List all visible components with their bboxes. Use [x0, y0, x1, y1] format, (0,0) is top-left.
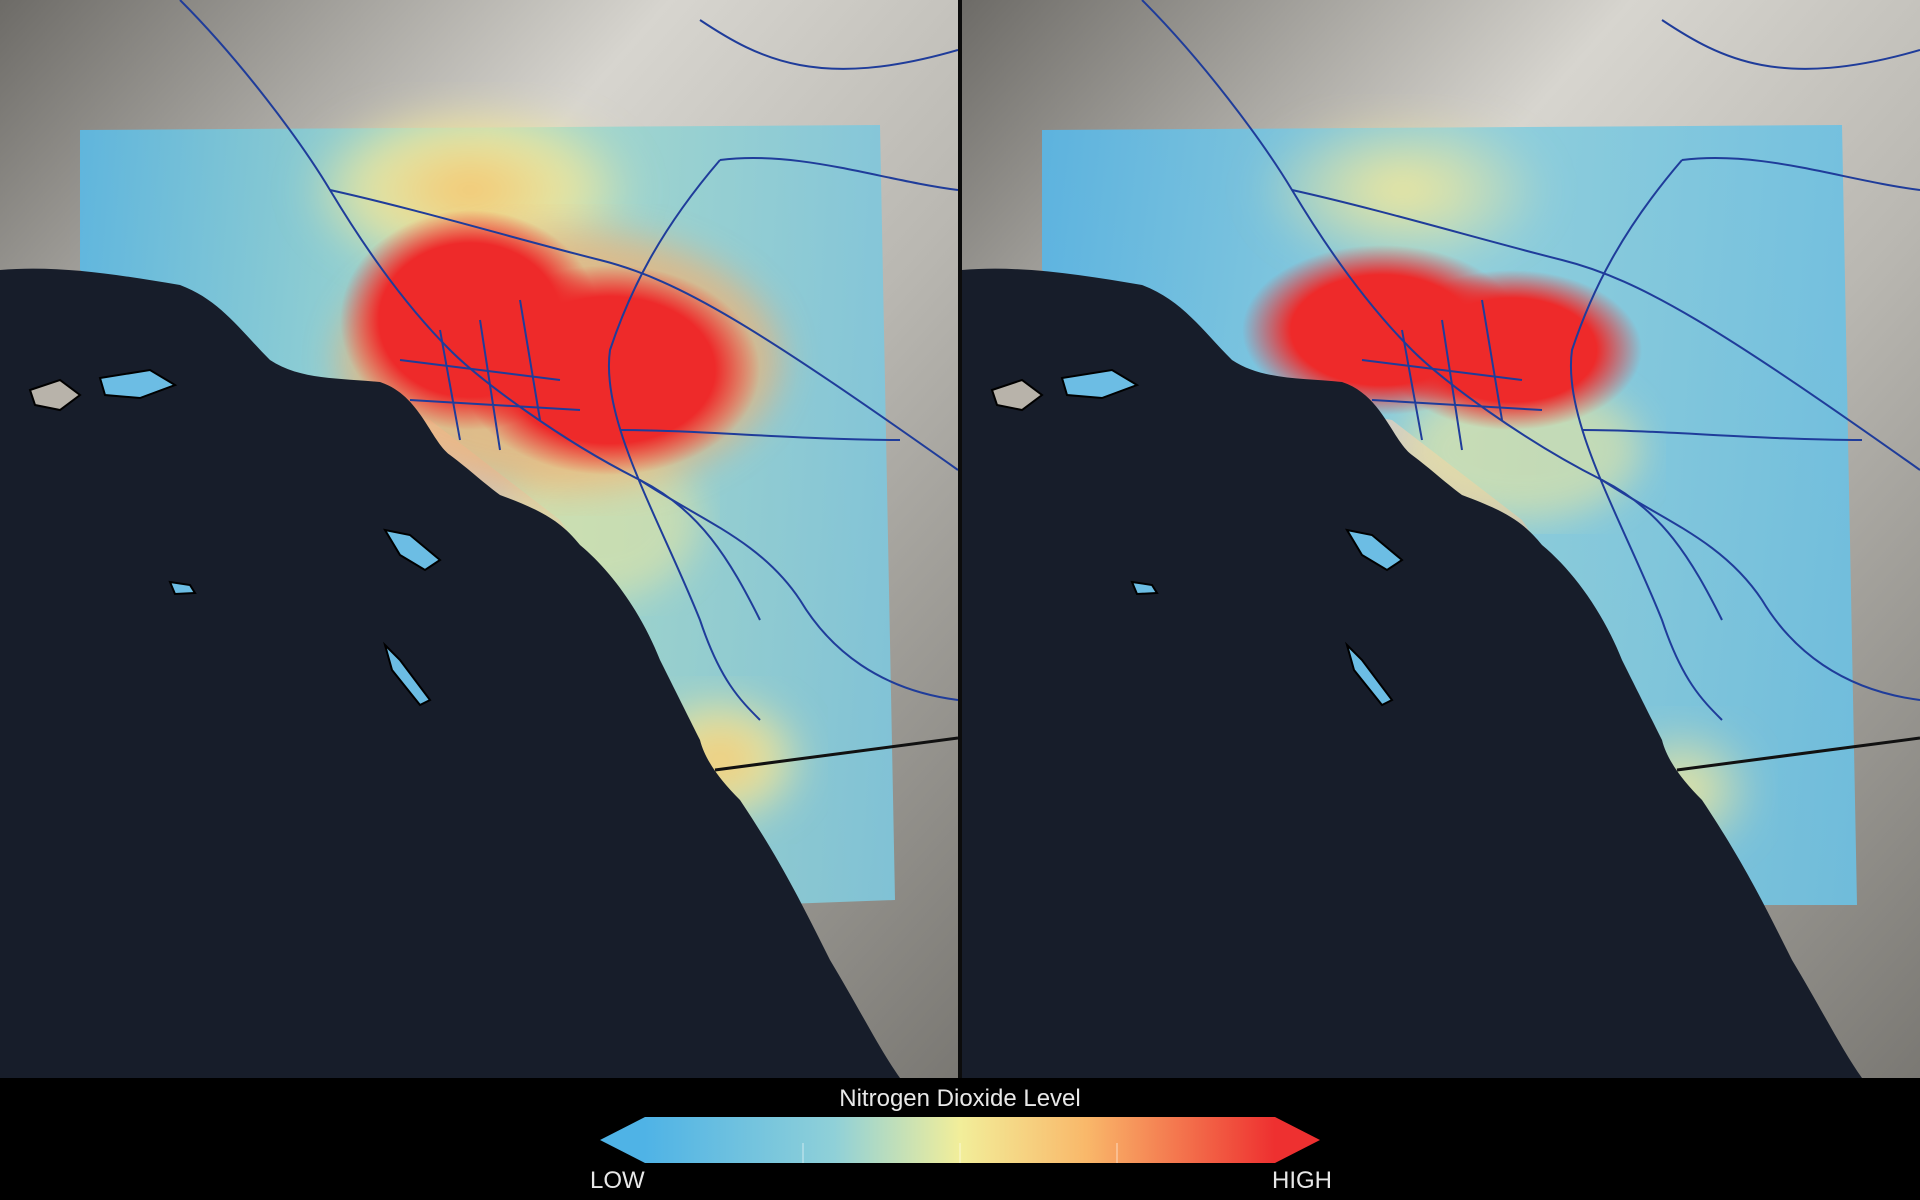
- us-mexico-border: [714, 736, 958, 772]
- legend-title: Nitrogen Dioxide Level: [839, 1085, 1081, 1112]
- highway-network: [1141, 0, 1920, 721]
- panel-divider: [958, 0, 962, 1078]
- ocean: [0, 268, 900, 1078]
- high-arrow: [1275, 1117, 1320, 1163]
- map-left-svg: [0, 0, 958, 1078]
- color-scale-bar: [600, 1117, 1320, 1163]
- map-right-svg: [962, 0, 1920, 1078]
- no2-hotspot-east: [1382, 270, 1642, 430]
- legend-high-label: HIGH: [1272, 1167, 1332, 1194]
- map-panel-left: [0, 0, 958, 1078]
- low-arrow: [600, 1117, 645, 1163]
- channel-islands: [28, 368, 442, 707]
- highway-network: [179, 0, 958, 721]
- ocean: [962, 268, 1862, 1078]
- us-mexico-border: [1676, 736, 1920, 772]
- map-panel-right: [962, 0, 1920, 1078]
- channel-islands: [990, 368, 1404, 707]
- no2-overlay: [1042, 110, 1857, 905]
- legend-low-label: LOW: [590, 1167, 645, 1194]
